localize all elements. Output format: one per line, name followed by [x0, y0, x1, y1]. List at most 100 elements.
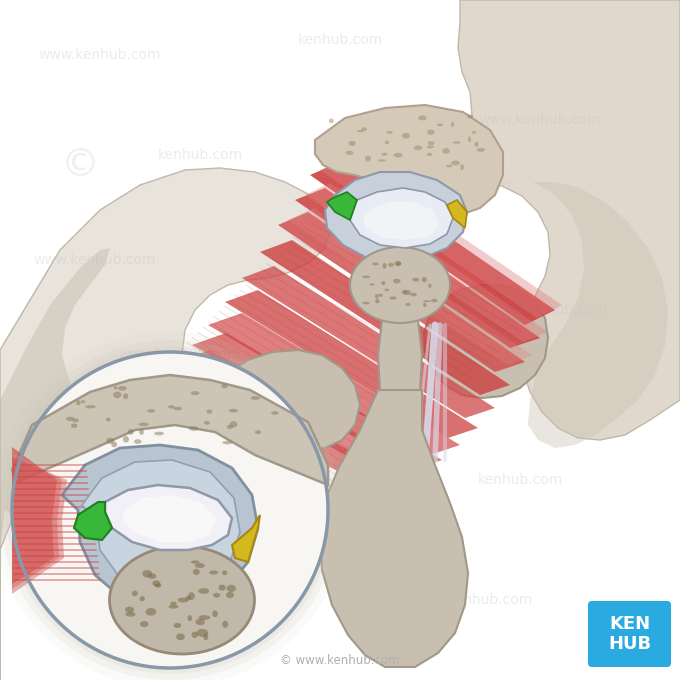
Ellipse shape	[431, 299, 437, 302]
Ellipse shape	[222, 441, 233, 444]
Ellipse shape	[148, 409, 155, 413]
Ellipse shape	[176, 633, 185, 640]
Ellipse shape	[345, 151, 354, 155]
Ellipse shape	[427, 146, 434, 148]
Ellipse shape	[112, 441, 117, 447]
Ellipse shape	[378, 159, 386, 162]
Text: www.kenhub.com: www.kenhub.com	[119, 348, 241, 362]
Ellipse shape	[381, 153, 388, 156]
Polygon shape	[325, 172, 467, 262]
Ellipse shape	[114, 386, 118, 390]
Ellipse shape	[423, 300, 430, 302]
Ellipse shape	[372, 262, 379, 265]
Ellipse shape	[418, 116, 426, 120]
Ellipse shape	[106, 438, 114, 444]
Polygon shape	[305, 183, 548, 342]
Ellipse shape	[128, 429, 134, 435]
Ellipse shape	[170, 602, 177, 605]
Ellipse shape	[199, 588, 209, 594]
Ellipse shape	[203, 634, 208, 641]
Polygon shape	[225, 290, 478, 438]
Ellipse shape	[177, 598, 189, 602]
Ellipse shape	[474, 142, 479, 147]
Ellipse shape	[428, 284, 432, 288]
Polygon shape	[175, 350, 425, 482]
Ellipse shape	[362, 275, 370, 278]
Ellipse shape	[412, 277, 420, 282]
Polygon shape	[192, 333, 442, 470]
Ellipse shape	[169, 605, 178, 609]
Text: www.kenhub.com: www.kenhub.com	[34, 253, 156, 267]
Polygon shape	[12, 447, 57, 584]
Ellipse shape	[229, 409, 238, 413]
Ellipse shape	[468, 137, 471, 142]
Ellipse shape	[442, 148, 450, 154]
Polygon shape	[122, 495, 216, 542]
Polygon shape	[288, 208, 532, 365]
Ellipse shape	[71, 424, 78, 428]
Polygon shape	[158, 366, 408, 492]
Ellipse shape	[460, 165, 464, 170]
Ellipse shape	[361, 127, 367, 131]
Ellipse shape	[146, 608, 156, 615]
Polygon shape	[0, 168, 330, 680]
Ellipse shape	[222, 621, 228, 628]
Text: www.kenhub.com: www.kenhub.com	[389, 178, 511, 192]
Polygon shape	[447, 200, 467, 228]
Ellipse shape	[226, 592, 234, 598]
Polygon shape	[278, 212, 525, 372]
Polygon shape	[242, 266, 495, 418]
Ellipse shape	[453, 141, 461, 143]
Polygon shape	[0, 248, 110, 680]
Ellipse shape	[404, 290, 411, 295]
Text: kenhub.com: kenhub.com	[237, 448, 322, 462]
Text: KEN
HUB: KEN HUB	[608, 615, 651, 653]
Ellipse shape	[197, 629, 208, 637]
Circle shape	[12, 352, 328, 668]
Polygon shape	[295, 188, 540, 348]
Ellipse shape	[349, 141, 356, 146]
Ellipse shape	[271, 411, 279, 415]
Ellipse shape	[123, 436, 129, 443]
Ellipse shape	[437, 124, 443, 126]
Ellipse shape	[386, 131, 393, 134]
Ellipse shape	[384, 288, 390, 291]
Text: www.kenhub.com: www.kenhub.com	[299, 548, 421, 562]
Polygon shape	[232, 515, 260, 562]
Ellipse shape	[199, 615, 210, 620]
Ellipse shape	[405, 303, 411, 306]
Ellipse shape	[109, 546, 254, 654]
Ellipse shape	[218, 585, 226, 591]
Ellipse shape	[396, 262, 401, 266]
Ellipse shape	[188, 615, 192, 622]
Polygon shape	[208, 313, 460, 455]
Polygon shape	[424, 285, 548, 398]
Polygon shape	[260, 240, 510, 395]
Text: www.kenhub.com: www.kenhub.com	[359, 388, 481, 402]
Polygon shape	[225, 350, 360, 450]
Ellipse shape	[413, 146, 422, 150]
Polygon shape	[12, 375, 328, 485]
Ellipse shape	[428, 141, 435, 146]
Polygon shape	[320, 158, 562, 318]
Polygon shape	[310, 162, 555, 325]
Ellipse shape	[375, 294, 378, 299]
Ellipse shape	[125, 607, 134, 613]
Ellipse shape	[134, 439, 141, 444]
Ellipse shape	[152, 580, 160, 586]
Ellipse shape	[255, 430, 261, 435]
Ellipse shape	[188, 592, 195, 600]
Ellipse shape	[226, 425, 233, 429]
Ellipse shape	[426, 153, 432, 156]
Ellipse shape	[139, 596, 145, 601]
Ellipse shape	[173, 623, 181, 628]
Circle shape	[0, 332, 348, 680]
Polygon shape	[320, 390, 468, 667]
Ellipse shape	[222, 571, 227, 575]
Text: kenhub.com: kenhub.com	[297, 33, 383, 47]
Ellipse shape	[85, 405, 96, 408]
Text: kenhub.com: kenhub.com	[177, 611, 262, 625]
Ellipse shape	[375, 299, 379, 303]
Polygon shape	[74, 502, 112, 540]
Ellipse shape	[393, 279, 401, 284]
